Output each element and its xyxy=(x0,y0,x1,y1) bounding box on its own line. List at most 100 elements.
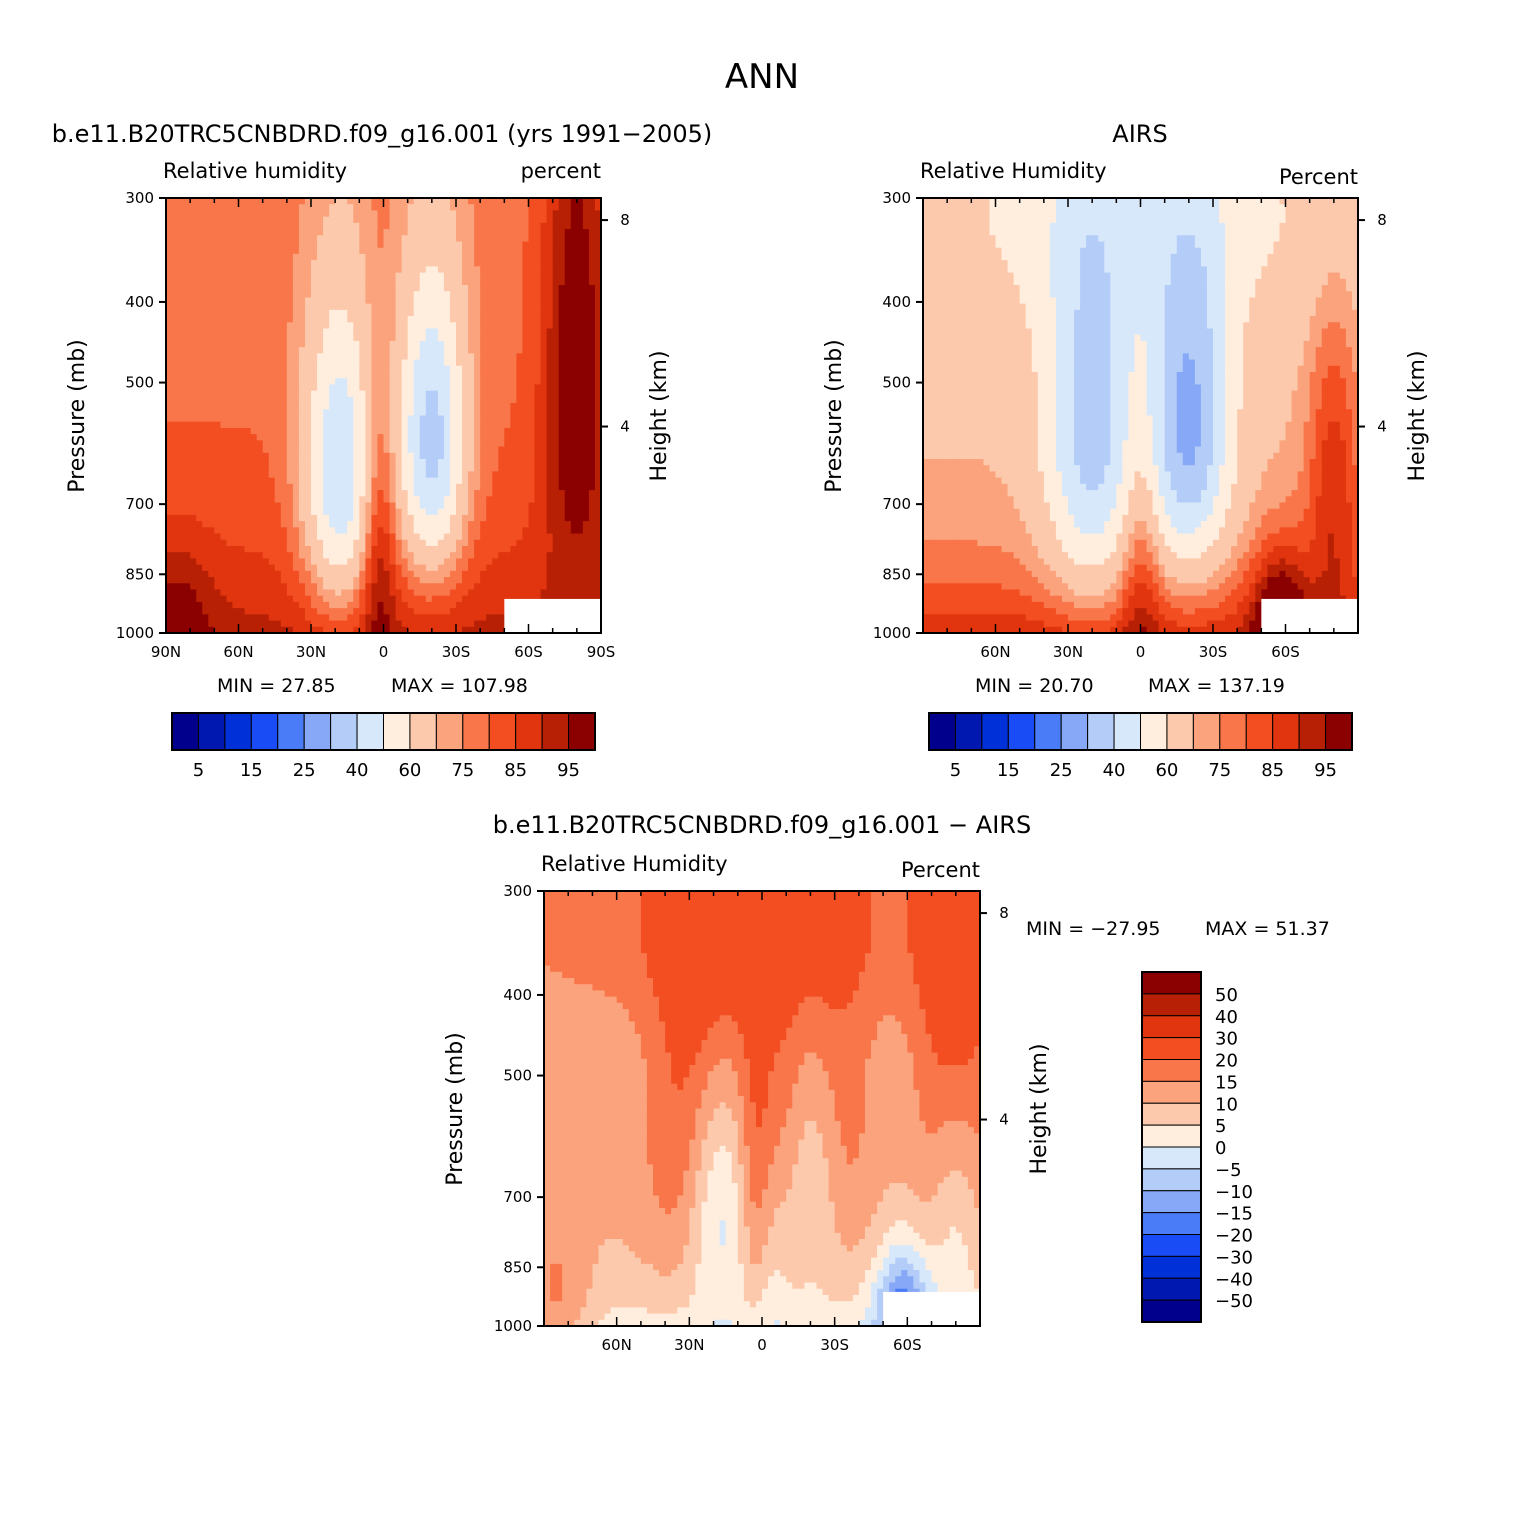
contour-cell xyxy=(244,347,252,354)
contour-cell xyxy=(220,390,228,398)
contour-cell xyxy=(401,552,409,560)
contour-cell xyxy=(232,595,240,603)
contour-cell xyxy=(468,483,475,491)
contour-cell xyxy=(383,285,391,292)
contour-cell xyxy=(474,347,481,354)
contour-cell xyxy=(371,608,379,615)
contour-cell xyxy=(540,291,548,299)
contour-cell xyxy=(371,278,379,286)
contour-cell xyxy=(172,564,179,572)
contour-cell xyxy=(504,514,511,522)
contour-cell xyxy=(359,564,366,572)
contour-cell xyxy=(528,409,536,417)
contour-cell xyxy=(304,459,312,466)
contour-cell xyxy=(498,378,505,386)
contour-cell xyxy=(196,353,203,361)
contour-cell xyxy=(431,390,439,398)
contour-cell xyxy=(196,415,203,423)
contour-cell xyxy=(395,278,403,286)
contour-cell xyxy=(184,577,191,584)
contour-cell xyxy=(377,440,385,448)
contour-cell xyxy=(190,247,197,255)
contour-cell xyxy=(184,614,191,622)
contour-cell xyxy=(522,378,530,386)
contour-cell xyxy=(443,222,451,230)
contour-cell xyxy=(359,502,366,510)
contour-cell xyxy=(564,421,572,429)
contour-cell xyxy=(492,359,499,367)
contour-cell xyxy=(178,483,185,491)
contour-cell xyxy=(413,539,421,547)
contour-cell xyxy=(202,434,209,441)
contour-cell xyxy=(570,483,578,491)
contour-cell xyxy=(534,210,542,218)
contour-cell xyxy=(329,372,336,379)
contour-cell xyxy=(178,595,185,603)
contour-cell xyxy=(298,570,306,578)
contour-cell xyxy=(341,372,348,379)
contour-cell xyxy=(558,235,566,243)
contour-cell xyxy=(377,409,385,417)
contour-cell xyxy=(244,278,252,286)
contour-cell xyxy=(274,334,282,342)
contour-cell xyxy=(202,533,209,541)
contour-cell xyxy=(407,452,415,460)
contour-cell xyxy=(220,403,228,410)
contour-cell xyxy=(431,546,439,553)
contour-cell xyxy=(202,626,209,634)
contour-cell xyxy=(244,421,252,429)
contour-cell xyxy=(522,198,530,205)
contour-cell xyxy=(395,440,403,448)
contour-cell xyxy=(407,459,415,466)
contour-cell xyxy=(492,384,499,392)
contour-cell xyxy=(208,626,215,634)
contour-cell xyxy=(190,539,197,547)
contour-cell xyxy=(371,235,379,243)
contour-cell xyxy=(449,533,457,541)
contour-cell xyxy=(292,247,300,255)
contour-cell xyxy=(304,347,312,354)
contour-cell xyxy=(413,204,421,212)
contour-cell xyxy=(347,589,354,597)
contour-cell xyxy=(347,502,354,510)
contour-cell xyxy=(468,446,475,454)
contour-cell xyxy=(516,415,524,423)
contour-cell xyxy=(510,533,518,541)
contour-cell xyxy=(546,527,554,535)
contour-cell xyxy=(570,285,578,292)
contour-cell xyxy=(594,372,602,379)
contour-cell xyxy=(341,601,348,609)
contour-cell xyxy=(534,235,542,243)
contour-cell xyxy=(594,285,602,292)
contour-cell xyxy=(552,521,560,528)
contour-cell xyxy=(468,198,475,205)
contour-cell xyxy=(166,521,173,528)
contour-cell xyxy=(371,496,379,504)
contour-cell xyxy=(377,235,385,243)
contour-cell xyxy=(232,465,240,473)
contour-cell xyxy=(250,322,258,330)
contour-cell xyxy=(407,539,415,547)
contour-cell xyxy=(546,409,554,417)
contour-cell xyxy=(166,514,173,522)
figure-title: ANN xyxy=(725,57,799,97)
contour-cell xyxy=(431,440,439,448)
contour-cell xyxy=(178,564,185,572)
contour-cell xyxy=(371,210,379,218)
contour-cell xyxy=(522,247,530,255)
contour-cell xyxy=(250,390,258,398)
contour-cell xyxy=(292,384,300,392)
contour-cell xyxy=(401,198,409,205)
contour-cell xyxy=(558,558,566,566)
contour-cell xyxy=(419,291,427,299)
contour-cell xyxy=(558,583,566,591)
contour-cell xyxy=(401,328,409,336)
contour-cell xyxy=(359,421,366,429)
contour-cell xyxy=(546,359,554,367)
contour-cell xyxy=(449,285,457,292)
contour-cell xyxy=(449,527,457,535)
contour-cell xyxy=(311,514,318,522)
contour-cell xyxy=(540,316,548,323)
contour-cell xyxy=(323,452,330,460)
contour-cell xyxy=(377,316,385,323)
